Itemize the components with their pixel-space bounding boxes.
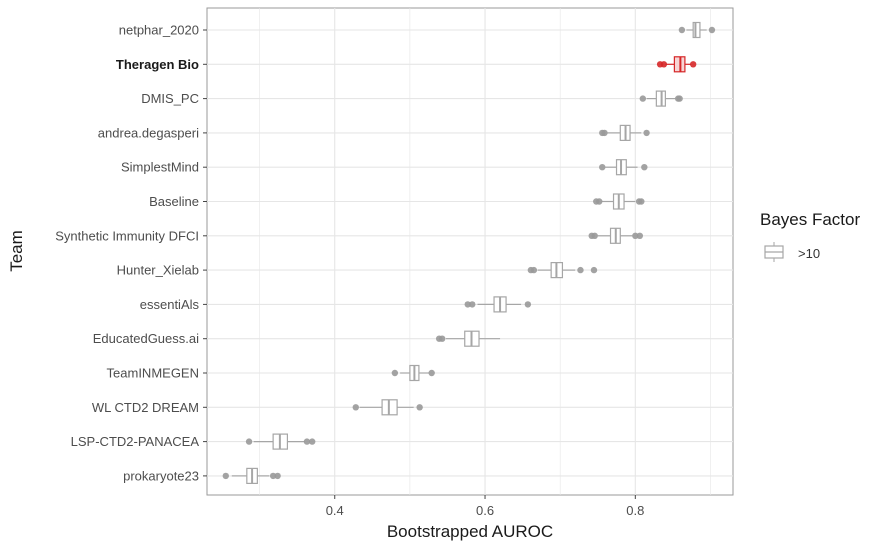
x-tick-label: 0.6	[476, 503, 494, 518]
y-tick-label: TeamINMEGEN	[107, 366, 199, 381]
y-tick-label: andrea.degasperi	[98, 125, 199, 140]
outlier-point	[469, 301, 476, 308]
y-tick-label: Synthetic Immunity DFCI	[55, 228, 199, 243]
x-axis-title: Bootstrapped AUROC	[387, 522, 553, 541]
y-tick-label: Baseline	[149, 194, 199, 209]
outlier-point	[660, 61, 668, 68]
outlier-point	[643, 129, 650, 137]
box-layer	[222, 21, 716, 484]
outlier-point	[524, 301, 532, 308]
y-tick-label: WL CTD2 DREAM	[92, 400, 199, 415]
outlier-point	[530, 266, 538, 274]
outlier-point	[352, 404, 359, 411]
plot-panel	[206, 7, 734, 496]
legend-title: Bayes Factor	[760, 210, 860, 229]
outlier-point	[632, 232, 639, 239]
outlier-point	[590, 266, 598, 274]
outlier-point	[596, 198, 603, 205]
x-tick-label: 0.8	[626, 503, 644, 518]
legend: Bayes Factor >10	[760, 210, 860, 262]
outlier-point	[303, 438, 311, 445]
outlier-point	[641, 164, 648, 171]
outlier-point	[245, 438, 253, 445]
outlier-point	[269, 472, 277, 480]
x-tick-label: 0.4	[326, 503, 344, 518]
y-tick-label: essentiAls	[140, 297, 200, 312]
y-tick-label: prokaryote23	[123, 468, 199, 483]
box	[692, 21, 701, 39]
x-axis: 0.4 0.6 0.8	[326, 495, 644, 518]
outlier-point	[438, 335, 446, 342]
outlier-point	[274, 472, 281, 480]
y-axis: netphar_2020 Theragen Bio DMIS_PC andrea.de…	[55, 23, 207, 483]
y-tick-label: EducatedGuess.ai	[93, 331, 199, 346]
outlier-point	[391, 369, 399, 377]
outlier-point	[678, 26, 686, 34]
outlier-point	[464, 301, 471, 308]
y-tick-label: LSP-CTD2-PANACEA	[71, 434, 200, 449]
outlier-point	[676, 95, 683, 102]
outlier-point	[599, 164, 606, 171]
y-tick-label: Hunter_Xielab	[117, 263, 199, 278]
outlier-point	[222, 472, 229, 480]
outlier-point	[689, 61, 697, 68]
outlier-point	[639, 95, 647, 102]
outlier-point	[428, 369, 435, 377]
legend-entry-label: >10	[798, 246, 820, 261]
outlier-point	[708, 26, 716, 34]
outlier-point	[636, 232, 644, 239]
outlier-point	[638, 198, 645, 205]
y-tick-label: netphar_2020	[119, 23, 199, 38]
outlier-point	[577, 266, 584, 274]
y-axis-title: Team	[7, 230, 26, 272]
outlier-point	[601, 129, 608, 137]
outlier-point	[309, 438, 316, 445]
outlier-point	[591, 232, 598, 239]
y-tick-label: SimplestMind	[121, 160, 199, 175]
y-tick-label: DMIS_PC	[141, 91, 199, 106]
outlier-point	[416, 404, 423, 411]
y-tick-label: Theragen Bio	[116, 57, 199, 72]
